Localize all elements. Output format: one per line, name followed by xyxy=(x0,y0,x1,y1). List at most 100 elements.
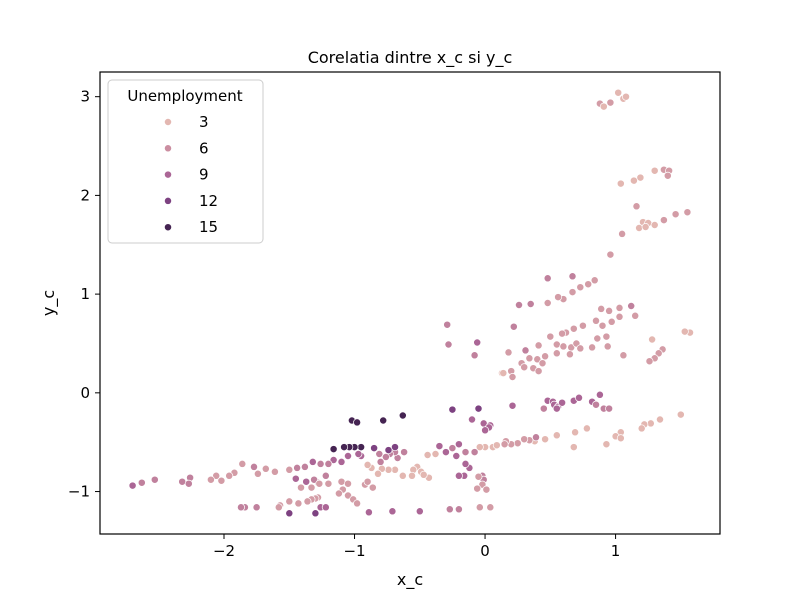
data-point xyxy=(648,335,657,344)
data-point xyxy=(302,477,311,486)
data-point xyxy=(605,306,614,315)
data-point xyxy=(629,176,638,185)
data-point xyxy=(448,444,457,453)
data-point xyxy=(650,166,659,175)
legend-label: 9 xyxy=(199,166,209,184)
legend-label: 6 xyxy=(199,139,209,157)
data-point xyxy=(575,393,583,402)
data-point xyxy=(353,499,362,508)
data-point xyxy=(137,478,146,487)
data-point xyxy=(521,346,530,355)
data-point xyxy=(253,469,262,478)
data-point xyxy=(659,216,668,225)
legend-frame xyxy=(107,79,264,244)
data-point xyxy=(384,465,393,474)
data-point xyxy=(534,367,543,376)
data-point xyxy=(663,171,672,180)
data-point xyxy=(178,477,187,486)
data-point xyxy=(454,471,463,480)
data-point xyxy=(344,479,352,488)
data-point xyxy=(492,441,501,450)
data-point xyxy=(569,443,578,452)
x-tick-label: −1 xyxy=(343,542,365,560)
data-point xyxy=(598,321,607,330)
data-point xyxy=(615,312,624,321)
data-point xyxy=(539,404,548,413)
x-axis-label: x_c xyxy=(397,570,423,590)
data-point xyxy=(374,469,382,478)
data-point xyxy=(656,415,664,424)
data-point xyxy=(597,304,606,313)
data-point xyxy=(588,343,597,352)
data-point xyxy=(461,448,470,457)
points-layer xyxy=(128,88,694,518)
legend-entries: 3 6 9 12 15 xyxy=(164,113,218,236)
data-point xyxy=(532,433,540,442)
data-point xyxy=(454,505,463,514)
data-point xyxy=(291,474,300,483)
data-point xyxy=(546,332,555,341)
data-point xyxy=(508,373,517,381)
y-axis-label: y_c xyxy=(39,290,59,316)
data-point xyxy=(605,404,614,413)
data-point xyxy=(541,435,550,444)
data-point xyxy=(475,503,484,512)
data-point xyxy=(558,398,567,407)
data-point xyxy=(321,471,330,480)
data-point xyxy=(370,444,379,453)
x-tick-label: −2 xyxy=(213,542,235,560)
y-tick-label: −1 xyxy=(68,483,90,501)
legend-label: 15 xyxy=(199,218,218,236)
data-point xyxy=(618,229,627,238)
data-point xyxy=(606,250,615,259)
data-point xyxy=(671,210,680,219)
data-point xyxy=(565,350,574,359)
data-point xyxy=(444,340,453,349)
data-point xyxy=(676,410,685,419)
data-point xyxy=(206,475,215,484)
data-point xyxy=(543,274,552,283)
data-point xyxy=(538,359,547,368)
data-point xyxy=(398,411,407,420)
data-point xyxy=(568,288,577,297)
data-point xyxy=(602,440,611,449)
data-point xyxy=(388,507,397,516)
data-point xyxy=(415,507,424,516)
data-point xyxy=(363,477,372,486)
data-point xyxy=(297,483,305,492)
data-point xyxy=(614,88,623,97)
data-point xyxy=(606,98,615,107)
data-point xyxy=(363,460,372,469)
data-point xyxy=(486,503,495,512)
data-point xyxy=(525,354,534,363)
data-point xyxy=(452,452,461,460)
data-point xyxy=(308,457,317,466)
data-point xyxy=(576,344,585,353)
data-point xyxy=(324,459,333,468)
data-point xyxy=(552,349,561,358)
data-point xyxy=(680,327,689,336)
data-point xyxy=(217,476,226,485)
data-point xyxy=(150,475,159,484)
data-point xyxy=(552,431,561,440)
data-point xyxy=(261,464,270,473)
data-point xyxy=(435,442,444,451)
data-point xyxy=(641,223,650,231)
data-point xyxy=(582,424,591,433)
legend-marker xyxy=(164,223,172,232)
data-point xyxy=(368,483,377,492)
data-point xyxy=(637,424,646,433)
data-point xyxy=(683,208,692,217)
data-point xyxy=(595,390,604,399)
legend-marker xyxy=(164,118,172,126)
legend-marker xyxy=(164,144,172,153)
x-axis: −2 −1 0 1 xyxy=(213,534,620,560)
data-point xyxy=(237,503,245,512)
data-point xyxy=(508,401,517,410)
legend-marker xyxy=(164,170,172,179)
data-point xyxy=(274,503,283,512)
data-point xyxy=(474,472,483,481)
data-point xyxy=(310,475,319,484)
data-point xyxy=(499,369,508,378)
